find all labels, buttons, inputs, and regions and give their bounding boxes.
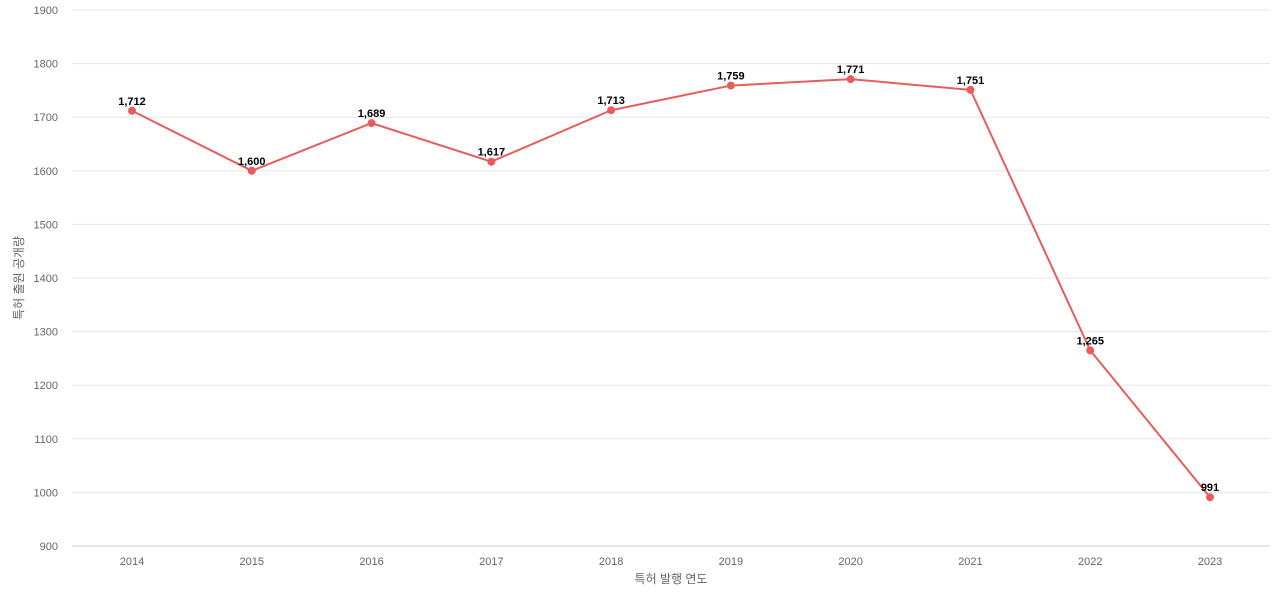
data-point xyxy=(726,81,735,90)
data-point xyxy=(846,75,855,84)
y-tick-label: 1500 xyxy=(34,219,58,231)
data-point xyxy=(1086,346,1095,355)
y-tick-label: 1700 xyxy=(34,112,58,124)
data-point xyxy=(487,157,496,166)
x-tick-label: 2014 xyxy=(120,556,144,568)
data-point xyxy=(1206,493,1214,502)
x-axis-title: 특허 발행 연도 xyxy=(635,571,708,586)
data-label: 1,689 xyxy=(358,108,386,120)
data-label: 1,265 xyxy=(1076,335,1104,347)
data-label: 991 xyxy=(1201,482,1219,494)
series-line xyxy=(131,78,1211,498)
y-tick-label: 1200 xyxy=(34,380,58,392)
y-tick-label: 1900 xyxy=(34,5,58,17)
data-point xyxy=(367,119,376,128)
data-label: 1,617 xyxy=(478,147,506,159)
data-point xyxy=(128,106,136,115)
y-tick-label: 1600 xyxy=(34,166,58,178)
x-tick-label: 2015 xyxy=(240,556,264,568)
y-tick-label: 1800 xyxy=(34,59,58,71)
data-label: 1,713 xyxy=(597,95,625,107)
x-tick-label: 2023 xyxy=(1198,556,1222,568)
y-tick-label: 1400 xyxy=(34,273,58,285)
x-tick-label: 2020 xyxy=(838,556,862,568)
x-tick-label: 2019 xyxy=(719,556,743,568)
y-tick-label: 1300 xyxy=(34,327,58,339)
y-tick-label: 900 xyxy=(40,541,58,553)
y-axis-ticks: 900 1000 1100 1200 1300 1400 1500 1600 1700 1800 1… xyxy=(34,5,58,553)
x-axis-ticks: 2014 2015 2016 2017 2018 2019 2020 2021 2022 2023 xyxy=(120,556,1222,568)
grid-lines xyxy=(72,9,1270,493)
data-point xyxy=(966,85,975,94)
data-label: 1,751 xyxy=(957,75,985,87)
x-tick-label: 2016 xyxy=(359,556,383,568)
y-axis-title: 특허 출원 공개량 xyxy=(12,236,26,320)
x-tick-label: 2018 xyxy=(599,556,623,568)
data-point xyxy=(607,106,616,115)
x-tick-label: 2021 xyxy=(958,556,982,568)
x-tick-label: 2022 xyxy=(1078,556,1102,568)
y-tick-label: 1000 xyxy=(34,487,58,499)
y-tick-label: 1100 xyxy=(34,434,58,446)
data-label: 1,600 xyxy=(238,156,266,168)
data-label: 1,771 xyxy=(837,64,865,76)
data-label: 1,759 xyxy=(717,71,745,83)
data-labels: 1,712 1,600 1,689 1,617 1,713 1,759 1,771 1,751… xyxy=(118,64,1219,494)
series-group xyxy=(128,75,1214,502)
x-tick-label: 2017 xyxy=(479,556,503,568)
data-label: 1,712 xyxy=(118,96,146,108)
data-point xyxy=(247,166,256,175)
